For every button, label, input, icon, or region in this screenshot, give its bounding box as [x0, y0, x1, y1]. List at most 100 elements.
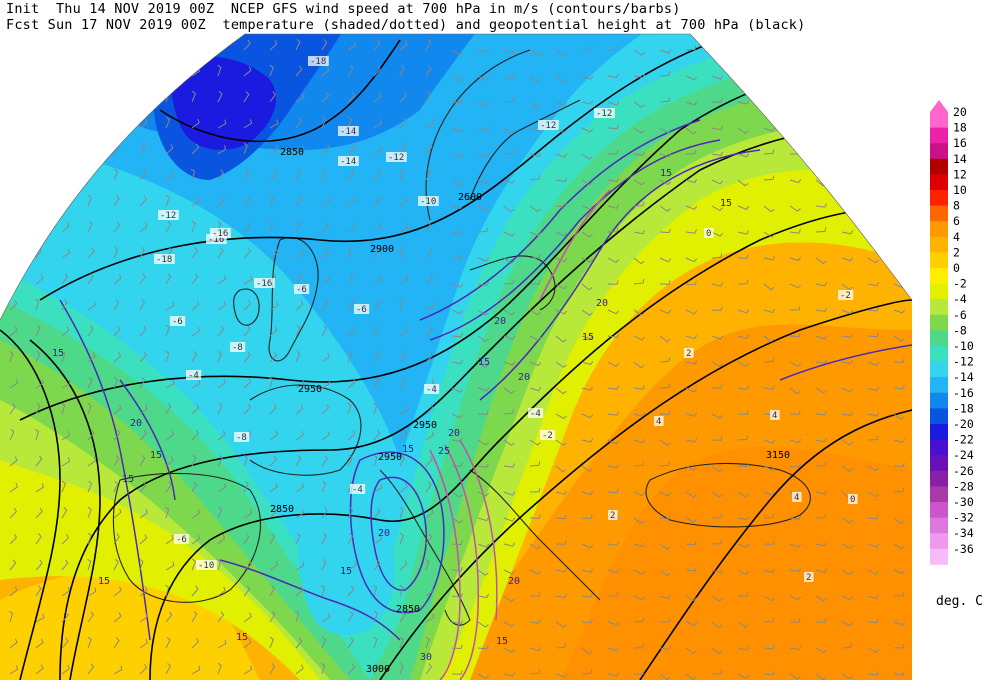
wind-barb [217, 378, 226, 389]
wind-barb [529, 543, 541, 550]
wind-barb [425, 508, 434, 519]
wind-barb [607, 385, 619, 390]
wind-barb [659, 594, 672, 600]
wind-barb [841, 230, 854, 235]
legend-label: 0 [953, 261, 960, 275]
wind-barb [425, 481, 432, 493]
wind-barb [269, 91, 276, 103]
wind-barb [893, 384, 905, 390]
wind-barb [139, 558, 144, 571]
wind-barb [555, 465, 567, 473]
wind-barb [685, 335, 698, 340]
wind-barb [581, 490, 594, 496]
legend-swatch [930, 158, 948, 175]
legend-swatch [930, 314, 948, 331]
wind-barb [607, 569, 620, 574]
temp-label: 4 [794, 493, 799, 503]
wind-barb [87, 194, 92, 207]
wind-barb [633, 201, 645, 207]
wind-barb [87, 247, 95, 259]
wind-barb [477, 361, 489, 368]
wind-barb [217, 483, 227, 493]
height-labels: 2850 2900 2950 2950 3000 2850 3150 2600 … [270, 147, 790, 675]
wind-barb [555, 621, 567, 628]
wind-barb [685, 438, 698, 443]
wind-barb [659, 127, 671, 134]
wind-barb [61, 480, 67, 493]
wind-barb [685, 309, 698, 315]
wind-barb [9, 326, 18, 337]
wind-barb [659, 357, 671, 363]
wind-barb [269, 560, 278, 571]
wind-barb [893, 643, 905, 649]
wind-barb [191, 350, 198, 363]
wind-barb [113, 352, 122, 363]
wind-barb [295, 404, 304, 415]
wind-barb [867, 307, 879, 312]
temp-label-box [254, 278, 275, 288]
wind-barb [685, 257, 698, 263]
legend-label: -8 [953, 323, 967, 337]
wind-barb [451, 309, 464, 315]
wind-barb [555, 673, 568, 678]
wind-barb [451, 620, 464, 625]
temp-label: -16 [212, 229, 228, 239]
wind-label: 15 [660, 168, 672, 179]
wind-barb [737, 515, 750, 521]
wind-barb [893, 569, 906, 575]
wind-barb [529, 487, 541, 493]
wind-barb [399, 298, 404, 311]
wind-barb [659, 491, 672, 497]
wind-barb [763, 491, 776, 497]
wind-barb [165, 456, 174, 467]
wind-barb [399, 405, 409, 415]
wind-barb [867, 465, 879, 472]
temp-label-box [386, 152, 407, 162]
wind-jet-north [539, 189, 611, 301]
wind-barb [425, 587, 435, 597]
wind-barb [503, 205, 515, 213]
legend-label: -26 [953, 464, 974, 478]
wind-barb [113, 637, 120, 649]
legend-label: -4 [953, 292, 967, 306]
temp-label-box [206, 234, 227, 244]
coastlines [112, 49, 811, 626]
wind-barb [373, 246, 379, 259]
wind-barb [61, 664, 70, 675]
wind-barb [87, 429, 95, 441]
legend-label: -20 [953, 417, 974, 431]
legend-swatch [930, 548, 948, 565]
wind-barb [841, 411, 853, 416]
wind-barb [737, 361, 750, 368]
wind-barb [295, 38, 301, 51]
wind-barb [113, 325, 121, 337]
legend-label: 10 [953, 183, 967, 197]
wind-barb [217, 300, 226, 311]
wind-label: 15 [98, 576, 110, 587]
wind-barb [425, 533, 433, 545]
wind-barb [191, 429, 199, 441]
wind-barb [347, 532, 354, 545]
wind-barb [321, 324, 328, 337]
temp-label: -12 [388, 153, 404, 163]
wind-barb [633, 569, 646, 575]
wind-barb [790, 618, 801, 623]
wind-barb [425, 351, 434, 363]
wind-barb [893, 543, 905, 550]
wind-barb [711, 335, 724, 340]
legend-swatch [930, 205, 948, 222]
wind-barb [867, 361, 880, 367]
wind-barb [633, 412, 646, 417]
wind-barb [35, 298, 40, 311]
wind-barb [399, 482, 408, 493]
wind-barb [893, 487, 905, 493]
wind-barb [191, 220, 196, 233]
wind-barb [659, 49, 672, 54]
wind-barb [685, 647, 697, 655]
temp-label: -16 [256, 279, 272, 289]
wind-barb [737, 254, 749, 259]
wind-barb [217, 145, 227, 155]
wind-barb [425, 636, 430, 649]
wind-barb [659, 461, 671, 467]
wind-barb [269, 584, 275, 597]
